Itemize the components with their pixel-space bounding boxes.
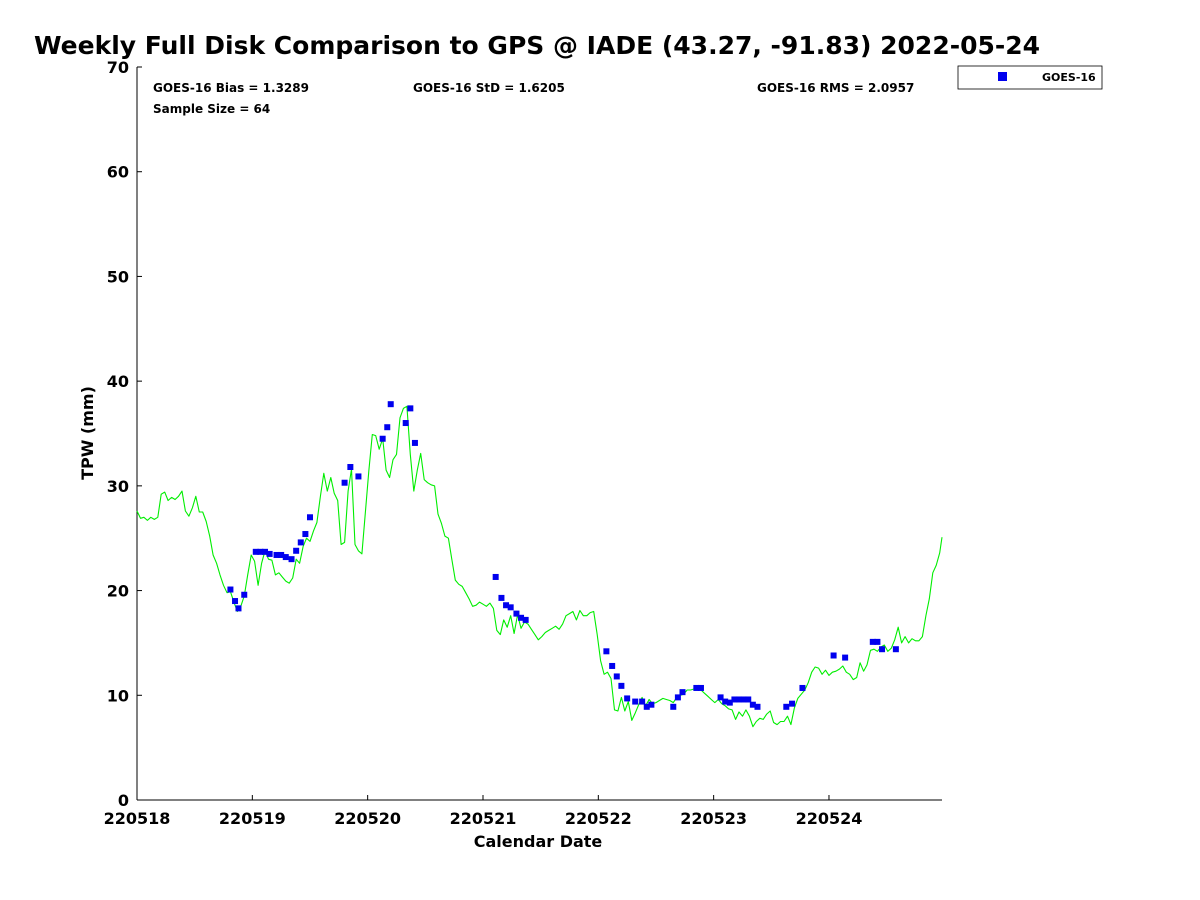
y-ticks: 0 10 20 30 40 50 60 70: [107, 58, 142, 810]
goes16-point: [262, 548, 269, 555]
goes16-point: [726, 699, 733, 706]
goes16-point: [754, 703, 761, 710]
x-ticks: 220518 220519 220520 220521 220522 220523 2205…: [104, 795, 863, 828]
gps-series-line: [136, 405, 943, 728]
x-tick-label: 220524: [796, 809, 863, 828]
y-tick-label: 0: [118, 791, 129, 810]
plot-area: [137, 67, 942, 800]
goes16-point: [603, 648, 610, 655]
goes16-point: [522, 616, 529, 623]
goes16-point: [740, 696, 747, 703]
goes16-point: [252, 548, 259, 555]
goes16-point: [874, 638, 881, 645]
chart-title: Weekly Full Disk Comparison to GPS @ IAD…: [34, 31, 1040, 60]
goes16-point: [736, 696, 743, 703]
legend-box: [957, 65, 1103, 90]
goes16-point: [618, 682, 625, 689]
std-stat: GOES-16 StD = 1.6205: [413, 81, 565, 95]
goes16-point: [892, 646, 899, 653]
goes16-point: [869, 638, 876, 645]
goes16-point: [492, 573, 499, 580]
goes16-point: [293, 547, 300, 554]
series-layer: [136, 401, 943, 728]
sample-size-stat: Sample Size = 64: [153, 102, 270, 116]
y-tick-label: 70: [107, 58, 129, 77]
goes16-point: [273, 551, 280, 558]
x-tick-label: 220521: [450, 809, 517, 828]
goes16-point: [257, 548, 264, 555]
goes16-point: [235, 605, 242, 612]
goes16-point: [387, 401, 394, 408]
goes16-point: [297, 539, 304, 546]
y-tick-label: 60: [107, 163, 129, 182]
legend: GOES-16: [957, 65, 1103, 90]
goes16-point: [799, 684, 806, 691]
x-tick-label: 220519: [219, 809, 286, 828]
x-tick-label: 220518: [104, 809, 171, 828]
goes16-point: [302, 531, 309, 538]
goes16-point: [341, 479, 348, 486]
goes16-point: [278, 551, 285, 558]
goes16-point: [407, 405, 414, 412]
goes16-point: [842, 654, 849, 661]
goes16-point: [731, 696, 738, 703]
x-axis-label: Calendar Date: [474, 832, 603, 851]
goes16-point: [613, 673, 620, 680]
goes16-point: [693, 684, 700, 691]
y-tick-label: 50: [107, 267, 129, 286]
goes16-point: [722, 698, 729, 705]
goes16-point: [789, 700, 796, 707]
y-axis-label: TPW (mm): [78, 386, 97, 480]
y-tick-label: 20: [107, 582, 129, 601]
goes16-point: [717, 694, 724, 701]
goes16-point: [745, 696, 752, 703]
goes16-point: [783, 703, 790, 710]
goes16-point: [288, 556, 295, 563]
goes16-point: [830, 652, 837, 659]
goes16-point: [306, 514, 313, 521]
goes16-point: [282, 554, 289, 561]
goes16-point: [503, 602, 510, 609]
goes16-point: [227, 586, 234, 593]
goes16-point: [674, 694, 681, 701]
y-tick-label: 10: [107, 686, 129, 705]
goes16-point: [384, 424, 391, 431]
rms-stat: GOES-16 RMS = 2.0957: [757, 81, 914, 95]
legend-marker-goes16: [998, 72, 1007, 81]
goes16-point: [639, 698, 646, 705]
goes16-point: [411, 439, 418, 446]
goes16-point: [632, 698, 639, 705]
goes16-point: [379, 435, 386, 442]
goes16-point: [355, 473, 362, 480]
x-tick-label: 220523: [680, 809, 747, 828]
goes16-point: [347, 464, 354, 471]
goes16-point: [648, 701, 655, 708]
y-tick-label: 40: [107, 372, 129, 391]
goes16-point: [241, 591, 248, 598]
goes16-point: [697, 684, 704, 691]
goes16-point: [679, 689, 686, 696]
goes16-point: [749, 701, 756, 708]
x-tick-label: 220522: [565, 809, 632, 828]
goes16-point: [402, 420, 409, 427]
goes16-point: [624, 695, 631, 702]
legend-label-goes16: GOES-16: [1042, 71, 1096, 84]
goes16-point: [518, 614, 525, 621]
goes16-point: [507, 604, 514, 611]
goes16-point: [498, 594, 505, 601]
x-tick-label: 220520: [334, 809, 401, 828]
y-tick-label: 30: [107, 477, 129, 496]
goes16-point: [670, 703, 677, 710]
bias-stat: GOES-16 Bias = 1.3289: [153, 81, 309, 95]
goes16-point: [643, 703, 650, 710]
goes16-point: [513, 610, 520, 617]
goes16-point: [266, 550, 273, 557]
goes16-point: [879, 646, 886, 653]
goes16-point: [609, 662, 616, 669]
goes16-point: [232, 598, 239, 605]
